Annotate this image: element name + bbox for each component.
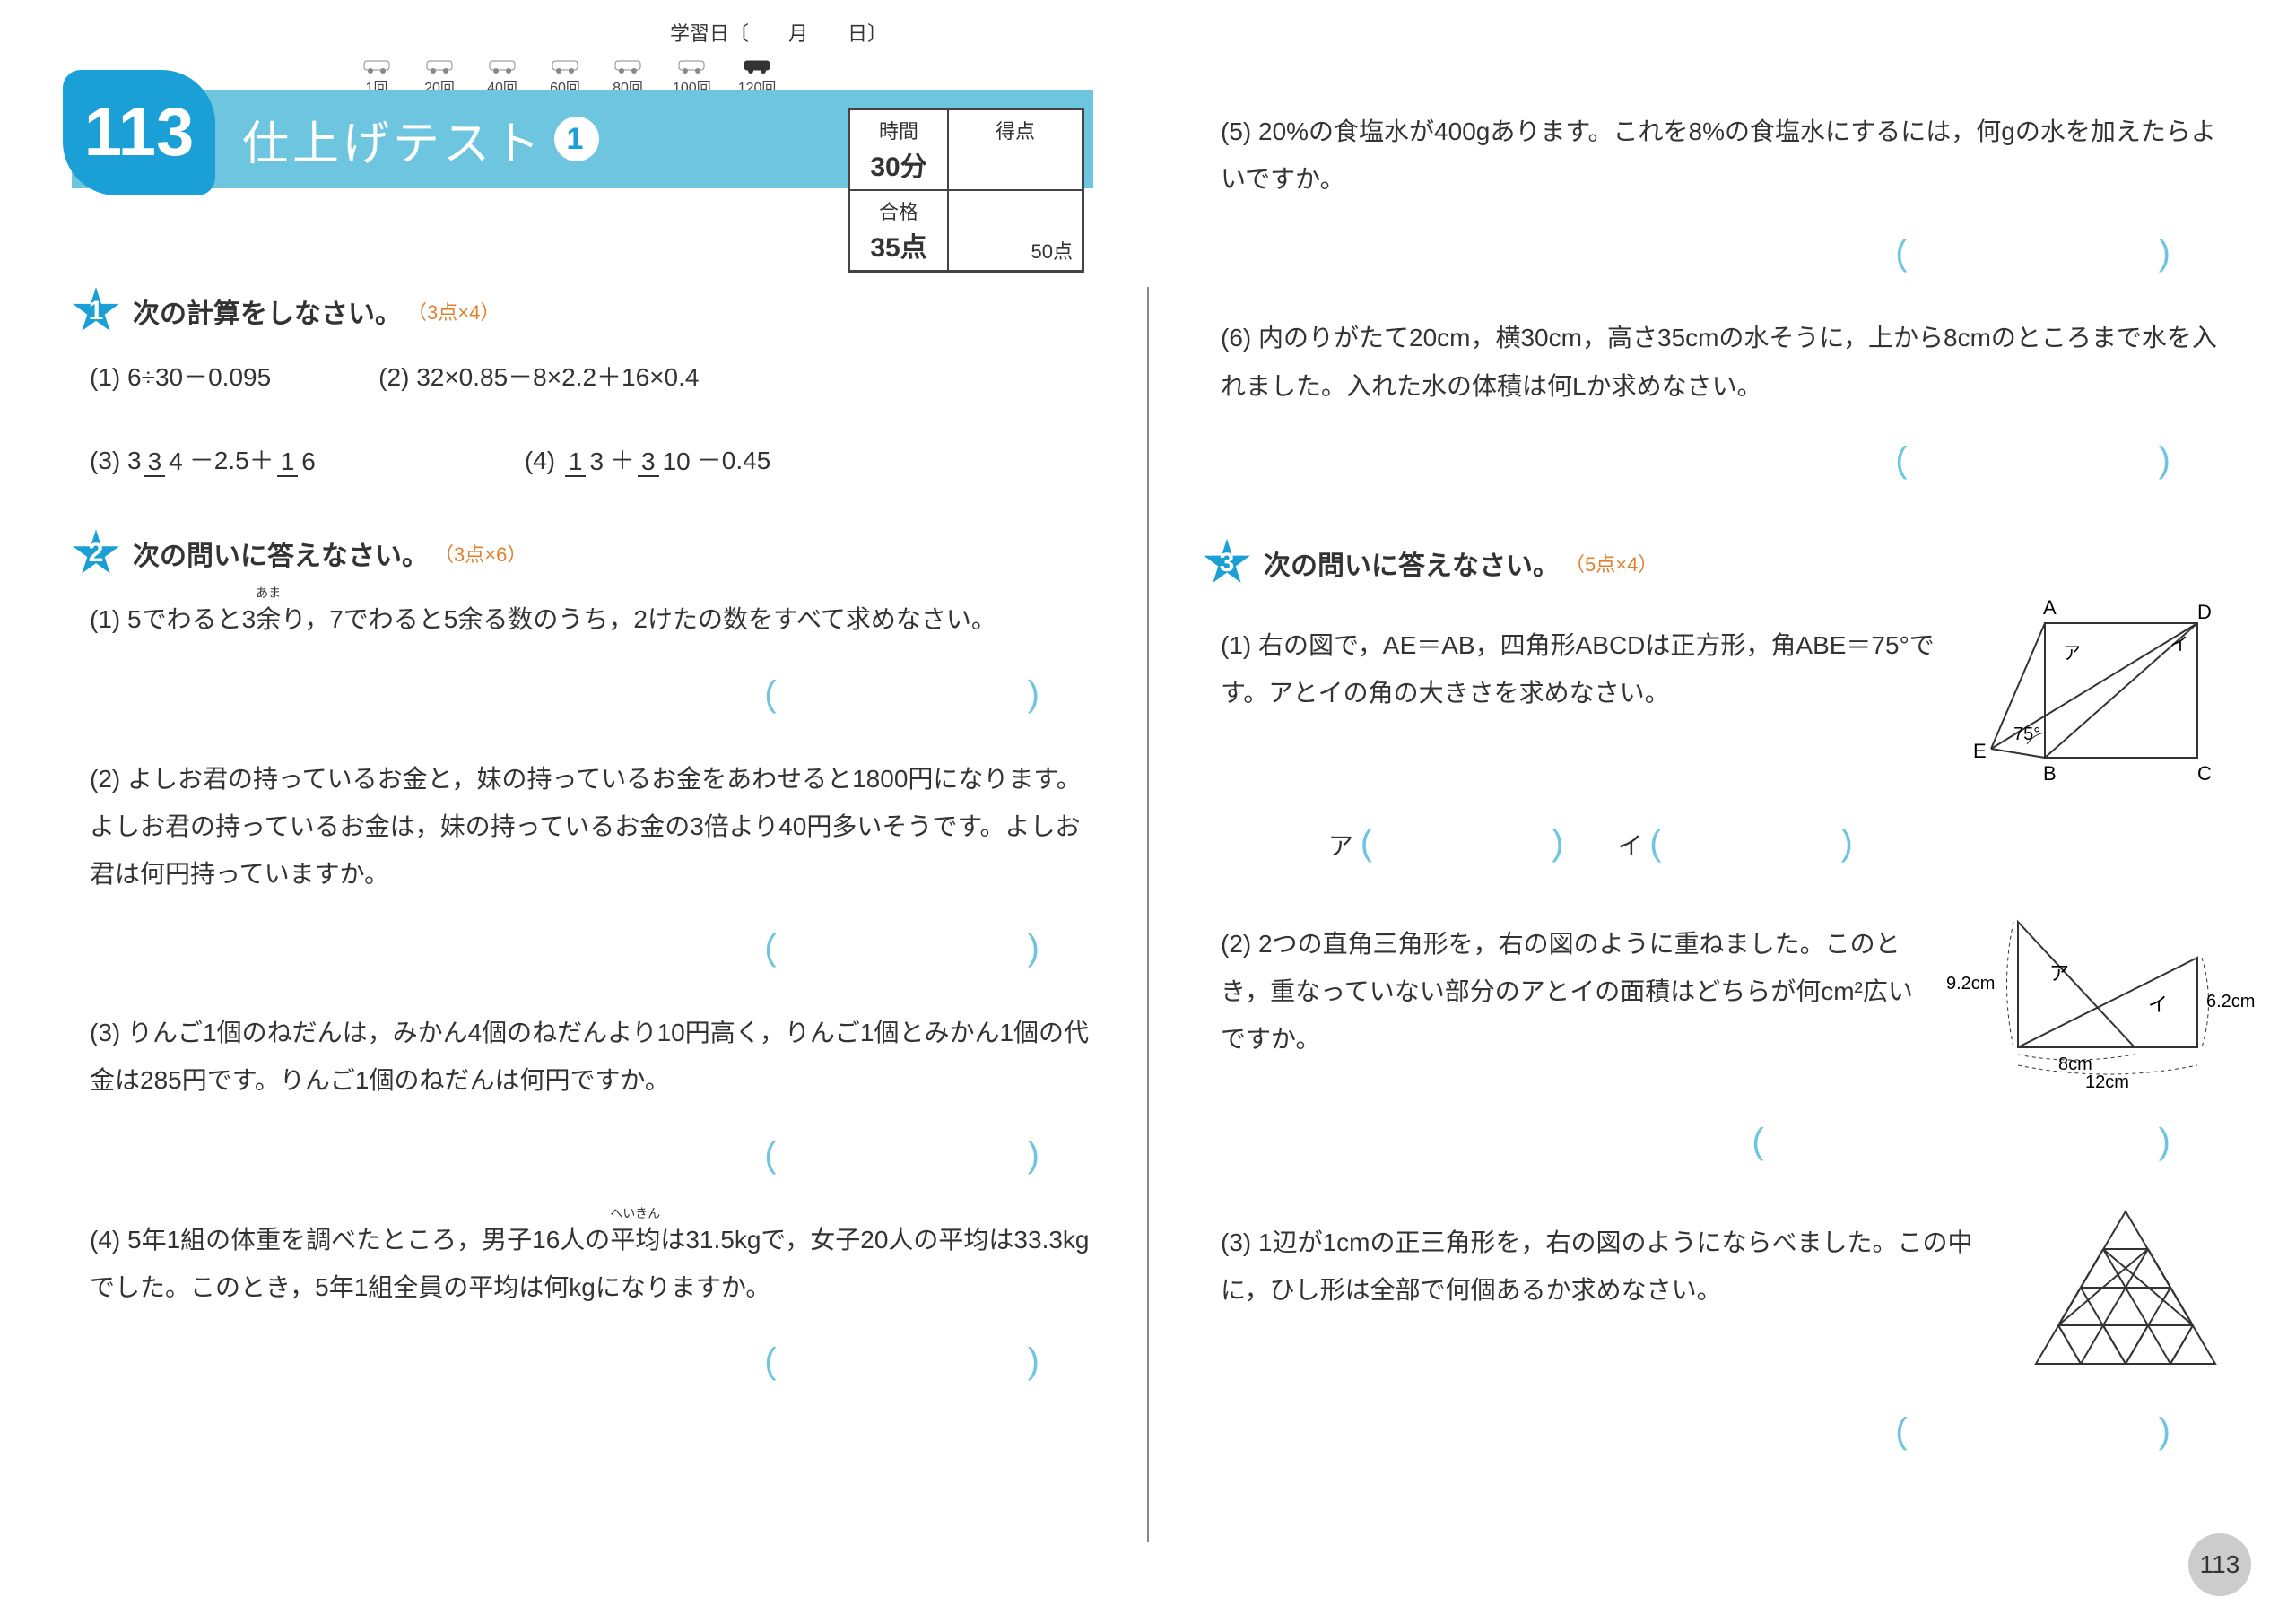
s2-q1: (1) 5でわると3余あまり，7でわると5余る数のうち，2けたの数をすべて求めな… xyxy=(90,595,1093,643)
section-2: 2 次の問いに答えなさい。 （3点×6） (1) 5でわると3余あまり，7でわる… xyxy=(72,529,1093,1395)
s2-q2: (2) よしお君の持っているお金と，妹の持っているお金をあわせると1800円にな… xyxy=(90,755,1093,898)
section-1: 1 次の計算をしなさい。 （3点×4） (1) 6÷30－0.095 (2) 3… xyxy=(72,287,1093,484)
svg-text:ア: ア xyxy=(2049,962,2069,985)
s3-q1: (1) 右の図で，AE＝AB，四角形ABCDは正方形，角ABE＝75°です。アと… xyxy=(1221,621,1955,716)
s1-q3: (3) 334－2.5＋16 xyxy=(90,437,322,484)
section-2-head: 2 次の問いに答えなさい。 （3点×6） xyxy=(72,529,1093,577)
time-cell: 時間30分 xyxy=(849,109,948,190)
lesson-title: 仕上げテスト 1 xyxy=(242,106,599,173)
s2-q6: (6) 内のりがたて20cm，横30cm，高さ35cmの水そうに，上から8cmの… xyxy=(1221,314,2224,409)
star-icon: 2 xyxy=(72,529,120,577)
answer-slot: ( ) xyxy=(1203,219,2170,287)
total-cell: 50点 xyxy=(948,190,1083,271)
section-1-head: 1 次の計算をしなさい。 （3点×4） xyxy=(72,287,1093,335)
score-cell: 得点 xyxy=(948,109,1083,190)
answer-slot: ( ) xyxy=(1203,1397,2170,1465)
star-icon: 3 xyxy=(1203,539,1251,587)
score-box: 時間30分 得点 合格35点 50点 xyxy=(848,108,1084,273)
section-3-head: 3 次の問いに答えなさい。 （5点×4） xyxy=(1203,539,2224,587)
svg-text:イ: イ xyxy=(2148,994,2168,1016)
section-2-points: （3点×6） xyxy=(434,539,526,568)
section-1-heading: 次の計算をしなさい。 xyxy=(133,291,402,331)
svg-text:B: B xyxy=(2043,762,2057,785)
answer-slot-ai: ア ( ) イ ( ) xyxy=(1328,809,2224,877)
svg-text:8cm: 8cm xyxy=(2058,1055,2092,1074)
lesson-title-text: 仕上げテスト xyxy=(242,106,544,173)
answer-slot: ( ) xyxy=(72,1327,1039,1395)
s3-q2: (2) 2つの直角三角形を，右の図のように重ねました。このとき，重なっていない部… xyxy=(1221,920,1919,1063)
svg-text:12cm: 12cm xyxy=(2085,1072,2129,1092)
s3-q1-figure: A B C D E 75° ア イ xyxy=(1973,605,2224,800)
date-label: 学習日〔 月 日〕 xyxy=(670,18,887,47)
svg-text:イ: イ xyxy=(2170,635,2188,655)
answer-slot: ( ) xyxy=(72,914,1039,982)
section-3-points: （5点×4） xyxy=(1565,549,1657,577)
svg-text:A: A xyxy=(2043,596,2057,619)
svg-text:C: C xyxy=(2197,762,2212,785)
s3-q3: (3) 1辺が1cmの正三角形を，右の図のようにならべました。この中に，ひし形は… xyxy=(1221,1219,2009,1314)
svg-text:75°: 75° xyxy=(2013,725,2040,744)
lesson-number: 113 xyxy=(63,70,215,195)
section-3: 3 次の問いに答えなさい。 （5点×4） (1) 右の図で，AE＝AB，四角形A… xyxy=(1203,539,2224,1466)
s2-q3: (3) りんご1個のねだんは，みかん4個のねだんより10円高く，りんご1個とみか… xyxy=(90,1009,1093,1104)
pass-cell: 合格35点 xyxy=(849,190,948,271)
s1-q1: (1) 6÷30－0.095 xyxy=(90,353,271,401)
answer-slot: ( ) xyxy=(72,1121,1039,1189)
s1-q4: (4) 13＋310－0.45 xyxy=(525,437,770,484)
s2-q4: (4) 5年1組の体重を調べたところ，男子16人の平均へいきんは31.5kgで，… xyxy=(90,1216,1093,1311)
s1-q2: (2) 32×0.85－8×2.2＋16×0.4 xyxy=(378,353,699,401)
svg-text:9.2cm: 9.2cm xyxy=(1946,974,1995,994)
svg-text:ア: ア xyxy=(2063,644,2081,664)
s3-q3-figure xyxy=(2027,1202,2224,1388)
lesson-subnum: 1 xyxy=(554,117,599,161)
s2-q5: (5) 20%の食塩水が400gあります。これを8%の食塩水にするには，何gの水… xyxy=(1221,108,2224,203)
column-divider xyxy=(1147,287,1149,1542)
svg-text:D: D xyxy=(2197,601,2212,623)
section-2-heading: 次の問いに答えなさい。 xyxy=(133,534,429,573)
answer-slot: ( ) xyxy=(72,660,1039,728)
left-column: 1回 20回 40回 60回 80回 100回 120回 学習日〔 月 日〕 1… xyxy=(72,36,1093,1587)
section-3-heading: 次の問いに答えなさい。 xyxy=(1264,543,1560,583)
s3-q2-figure: 9.2cm 6.2cm 8cm 12cm ア イ xyxy=(1937,904,2224,1098)
svg-text:6.2cm: 6.2cm xyxy=(2206,992,2255,1011)
answer-slot: ( ) xyxy=(1203,1107,2170,1176)
page-number: 113 xyxy=(2188,1533,2251,1596)
star-icon: 1 xyxy=(72,287,120,335)
answer-slot: ( ) xyxy=(1203,426,2170,494)
section-1-points: （3点×4） xyxy=(407,297,500,325)
svg-text:E: E xyxy=(1973,740,1987,762)
right-column: (5) 20%の食塩水が400gあります。これを8%の食塩水にするには，何gの水… xyxy=(1203,36,2224,1587)
